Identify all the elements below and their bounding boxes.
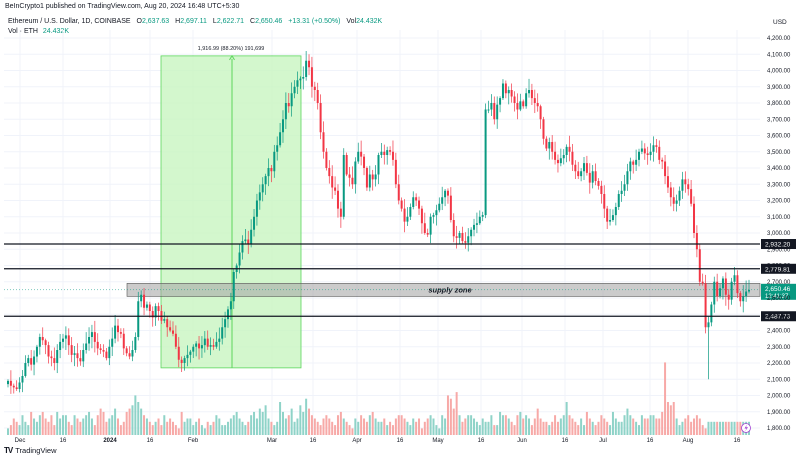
supply-zone: supply zone xyxy=(4,283,761,297)
svg-text:16: 16 xyxy=(647,438,654,444)
svg-text:Dec: Dec xyxy=(15,438,26,444)
svg-text:Mar: Mar xyxy=(267,438,277,444)
svg-text:2,000.00: 2,000.00 xyxy=(767,394,791,400)
svg-text:16: 16 xyxy=(562,438,569,444)
svg-text:2,779.81: 2,779.81 xyxy=(765,266,791,273)
svg-text:16: 16 xyxy=(310,438,317,444)
svg-text:2,500.00: 2,500.00 xyxy=(767,312,791,318)
svg-text:1,800.00: 1,800.00 xyxy=(767,426,791,432)
svg-text:3,100.00: 3,100.00 xyxy=(767,215,791,221)
close-label: C xyxy=(250,18,256,25)
vol-eth-label: Vol · ETH xyxy=(8,28,38,35)
svg-text:16: 16 xyxy=(147,438,154,444)
volume-bars xyxy=(7,362,750,435)
svg-text:2,487.73: 2,487.73 xyxy=(765,314,791,321)
svg-text:Aug: Aug xyxy=(683,438,694,444)
svg-text:2,200.00: 2,200.00 xyxy=(767,361,791,367)
svg-text:2,400.00: 2,400.00 xyxy=(767,329,791,335)
svg-text:Feb: Feb xyxy=(188,438,199,444)
svg-text:3,700.00: 3,700.00 xyxy=(767,117,791,123)
low-label: L xyxy=(212,18,217,25)
svg-text:2,932.20: 2,932.20 xyxy=(765,242,791,249)
volume-row: Vol · ETH 24.432K xyxy=(8,27,382,37)
high-value: 2,697.11 xyxy=(180,18,207,25)
svg-text:3,600.00: 3,600.00 xyxy=(767,134,791,140)
svg-text:2,600.00: 2,600.00 xyxy=(767,296,791,302)
open-value: 2,637.63 xyxy=(141,18,170,25)
svg-text:16: 16 xyxy=(734,438,741,444)
svg-text:3,000.00: 3,000.00 xyxy=(767,231,791,237)
price-axis[interactable]: USD 4,200.00 4,100.00 4,000.00 3,900.00 3,800… xyxy=(767,19,791,432)
symbol-legend: Ethereum / U.S. Dollar, 1D, COINBASE O2,… xyxy=(8,17,382,37)
svg-text:3,200.00: 3,200.00 xyxy=(767,199,791,205)
svg-text:12:41:37: 12:41:37 xyxy=(765,294,789,300)
published-by-text: BeInCrypto1 published on TradingView.com… xyxy=(5,3,240,10)
svg-text:Jun: Jun xyxy=(517,438,527,444)
svg-text:2,100.00: 2,100.00 xyxy=(767,377,791,383)
svg-text:4,000.00: 4,000.00 xyxy=(767,69,791,75)
low-value: 2,622.71 xyxy=(216,18,245,25)
svg-text:4,200.00: 4,200.00 xyxy=(767,36,791,42)
candlesticks xyxy=(7,50,750,394)
svg-text:16: 16 xyxy=(478,438,485,444)
vol-value: 24.432K xyxy=(356,18,383,25)
svg-text:4,100.00: 4,100.00 xyxy=(767,52,791,58)
tradingview-logo-text: TradingView xyxy=(15,446,57,455)
vol-label: Vol xyxy=(346,18,357,25)
svg-text:1,916.99 (88.20%) 191,699: 1,916.99 (88.20%) 191,699 xyxy=(198,46,265,52)
svg-text:1,900.00: 1,900.00 xyxy=(767,410,791,416)
svg-text:USD: USD xyxy=(773,19,787,26)
svg-text:3,900.00: 3,900.00 xyxy=(767,85,791,91)
high-label: H xyxy=(175,18,181,25)
svg-text:2,800.00: 2,800.00 xyxy=(767,264,791,270)
svg-text:16: 16 xyxy=(60,438,67,444)
vol-eth-value: 24.432K xyxy=(42,28,69,35)
lightning-icon[interactable] xyxy=(741,423,751,433)
svg-text:3,300.00: 3,300.00 xyxy=(767,182,791,188)
svg-text:2,700.00: 2,700.00 xyxy=(767,280,791,286)
svg-text:3,800.00: 3,800.00 xyxy=(767,101,791,107)
open-label: O xyxy=(136,18,142,25)
time-axis[interactable]: Dec 16 2024 16 Feb Mar 16 Apr 16 May 16 Jun 16 Jul 16 A… xyxy=(15,438,741,444)
chart-grid xyxy=(4,30,760,435)
svg-text:May: May xyxy=(432,438,443,444)
close-value: 2,650.46 xyxy=(255,18,283,25)
svg-text:3,400.00: 3,400.00 xyxy=(767,166,791,172)
svg-text:Jul: Jul xyxy=(599,438,607,444)
svg-text:3,500.00: 3,500.00 xyxy=(767,150,791,156)
tv-logo-icon: TV xyxy=(4,446,13,455)
change-value: +13.31 (+0.50%) xyxy=(288,18,341,25)
svg-text:2,300.00: 2,300.00 xyxy=(767,345,791,351)
ohlc-row: Ethereum / U.S. Dollar, 1D, COINBASE O2,… xyxy=(8,17,382,27)
symbol-title: Ethereum / U.S. Dollar, 1D, COINBASE xyxy=(8,18,131,25)
svg-text:2,650.46: 2,650.46 xyxy=(765,286,791,293)
svg-text:Apr: Apr xyxy=(352,438,361,444)
svg-text:16: 16 xyxy=(397,438,404,444)
svg-text:supply zone: supply zone xyxy=(428,285,471,294)
svg-text:2,900.00: 2,900.00 xyxy=(767,247,791,253)
svg-text:2024: 2024 xyxy=(103,438,117,444)
tradingview-logo[interactable]: TV TradingView xyxy=(4,446,57,455)
